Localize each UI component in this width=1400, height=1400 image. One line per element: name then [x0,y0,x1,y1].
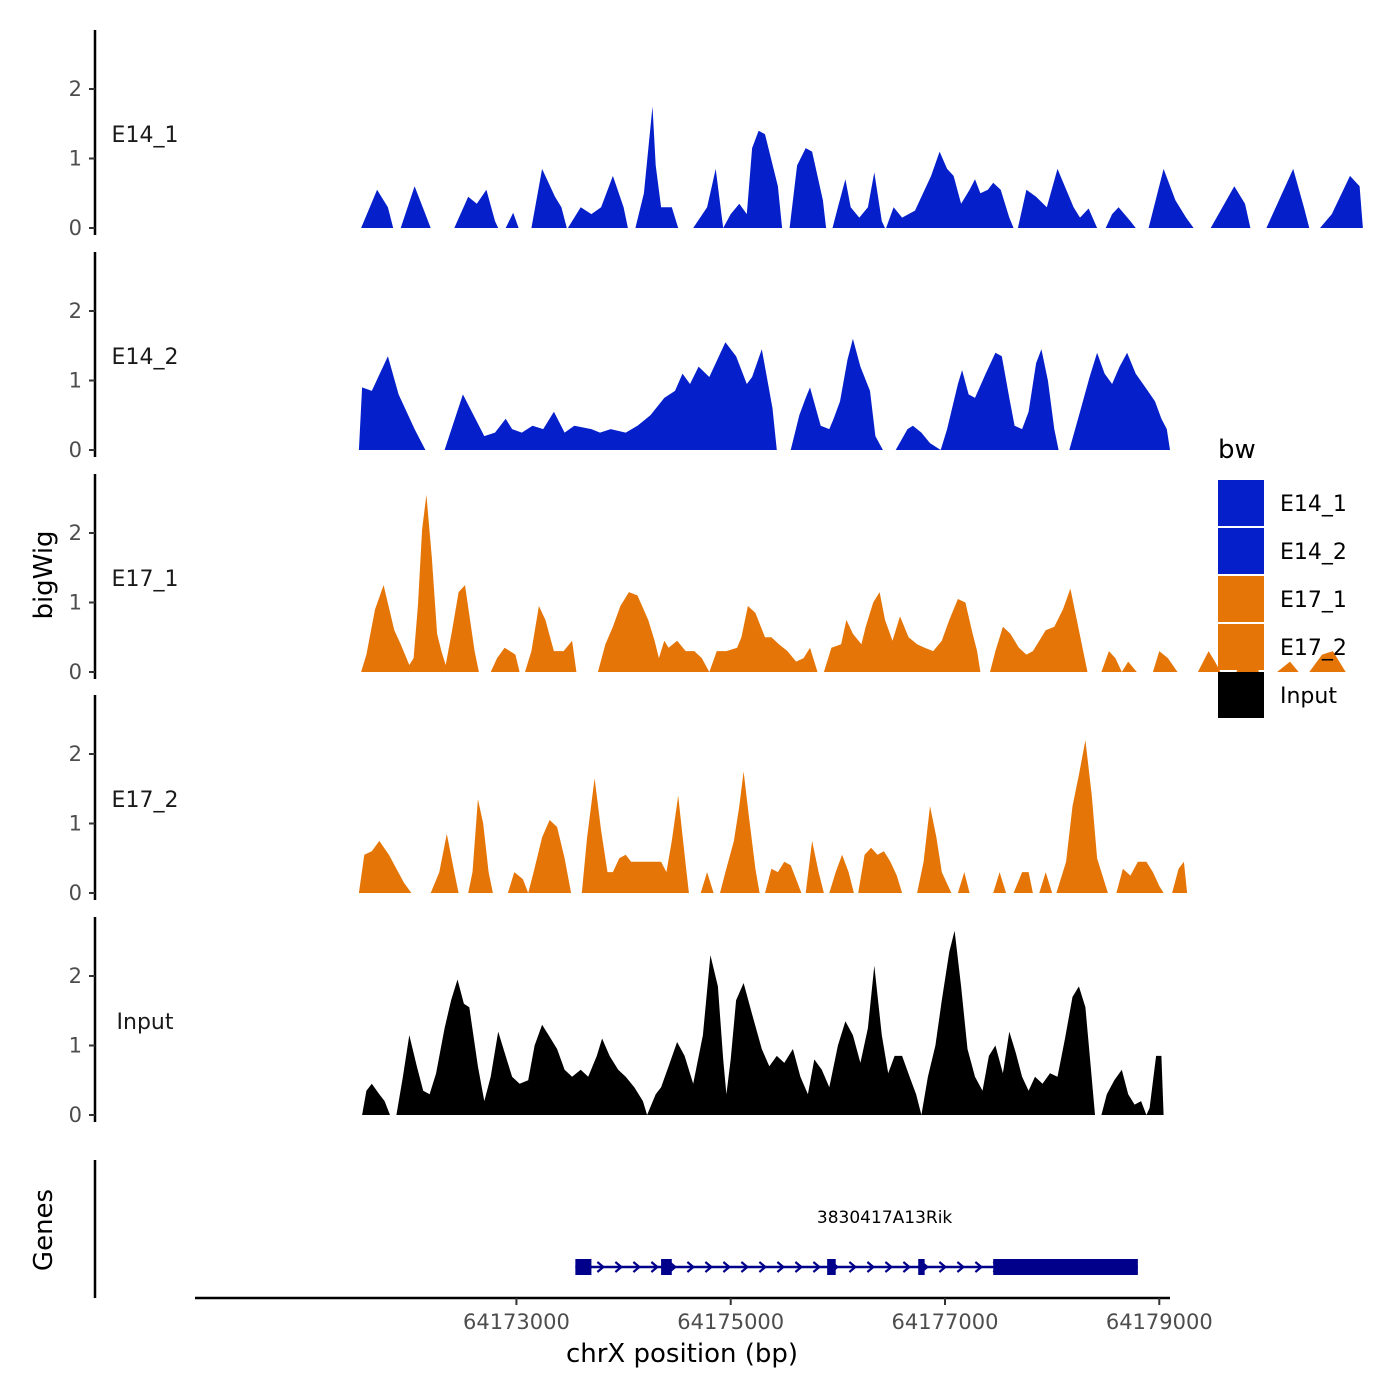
x-tick-label: 64179000 [1106,1310,1213,1334]
legend-key-E17_2 [1218,624,1264,670]
y-tick-label: 1 [69,147,82,171]
y-tick-label: 0 [69,216,82,240]
legend-key-E14_2 [1218,528,1264,574]
strand-arrow [722,1261,732,1273]
track-label: E14_2 [112,345,179,370]
y-tick-label: 0 [69,660,82,684]
y-tick-label: 0 [69,438,82,462]
y-tick-label: 2 [69,964,82,988]
y-tick-label: 2 [69,77,82,101]
legend-label: E14_2 [1280,540,1347,565]
y-tick-label: 2 [69,299,82,323]
coverage-area-Input [362,930,1164,1115]
y-tick-label: 0 [69,881,82,905]
legend-label: Input [1280,684,1337,709]
y-axis-title: bigWig [29,530,59,619]
y-tick-label: 2 [69,742,82,766]
gene-name-label: 3830417A13Rik [817,1208,953,1228]
legend-key-Input [1218,672,1264,718]
gene-exon [575,1259,592,1275]
gene-exon [827,1259,836,1275]
x-tick-label: 64173000 [463,1310,570,1334]
y-tick-label: 1 [69,1034,82,1058]
strand-arrow [614,1261,624,1273]
track-E14_1: 0 1 2 E14_1 [69,30,1363,240]
strand-arrow [974,1261,984,1273]
x-tick-label: 64177000 [892,1310,999,1334]
genes-axis-title: Genes [29,1189,59,1271]
legend-label: E17_1 [1280,588,1347,613]
legend-key-E14_1 [1218,480,1264,526]
x-tick-label: 64175000 [677,1310,784,1334]
y-tick-label: 1 [69,591,82,615]
strand-arrow [704,1261,714,1273]
legend-key-E17_1 [1218,576,1264,622]
strand-arrow [884,1261,894,1273]
strand-arrow [848,1261,858,1273]
strand-arrow [776,1261,786,1273]
strand-arrow [650,1261,660,1273]
legend-label: E14_1 [1280,492,1347,517]
strand-arrow [812,1261,822,1273]
strand-arrow [866,1261,876,1273]
strand-arrow [956,1261,966,1273]
track-label: Input [117,1010,174,1035]
coverage-area-E14_1 [361,106,1363,228]
legend: bw E14_1 E14_2 E17_1 E17_2 Input [1218,435,1347,718]
y-tick-label: 0 [69,1103,82,1127]
legend-label: E17_2 [1280,636,1347,661]
coverage-area-E14_2 [358,338,1170,450]
strand-arrow [596,1261,606,1273]
coverage-area-E17_2 [358,740,1188,893]
track-label: E17_1 [112,567,179,592]
coverage-area-E17_1 [361,494,1346,672]
track-label: E14_1 [112,123,179,148]
track-E17_1: 0 1 2 E17_1 [69,474,1346,684]
y-tick-label: 1 [69,812,82,836]
track-E17_2: 0 1 2 E17_2 [69,695,1188,905]
strand-arrow [794,1261,804,1273]
strand-arrow [740,1261,750,1273]
track-panels: 0 1 2 E14_1 0 1 2 E14_2 0 1 2 E17_1 0 1 2 E17_2 0 1 2 Input [69,30,1363,1127]
y-tick-label: 2 [69,521,82,545]
track-E14_2: 0 1 2 E14_2 [69,252,1170,462]
x-axis: 64173000 64175000 64177000 64179000 [195,1296,1213,1334]
genes-panel: 3830417A13Rik [93,1160,1138,1298]
y-tick-label: 1 [69,369,82,393]
strand-arrow [758,1261,768,1273]
gene-exon [918,1259,925,1275]
gene-exon [993,1259,1138,1275]
track-Input: 0 1 2 Input [69,917,1164,1127]
track-label: E17_2 [112,788,179,813]
strand-arrow [938,1261,948,1273]
strand-arrow [686,1261,696,1273]
strand-arrow [902,1261,912,1273]
gene-exon [661,1259,672,1275]
legend-title: bw [1218,435,1256,465]
strand-arrow [632,1261,642,1273]
x-axis-title: chrX position (bp) [566,1339,798,1369]
